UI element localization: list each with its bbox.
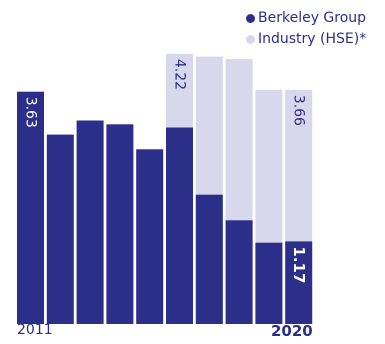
berkeley-bar-2018 <box>225 220 253 324</box>
legend-item-industry: Industry (HSE)* <box>246 29 366 50</box>
berkeley-value-label-2020: 1.17 <box>290 246 308 283</box>
berkeley-bar-2014 <box>106 124 134 324</box>
legend-item-berkeley: Berkeley Group <box>246 8 366 29</box>
berkeley-bar-2020 <box>285 241 313 324</box>
x-tick-last-year: 2020 <box>271 322 313 340</box>
legend-label-industry: Industry (HSE)* <box>258 31 367 47</box>
berkeley-value-label-2011: 3.63 <box>23 97 39 128</box>
berkeley-swatch <box>246 14 255 23</box>
berkeley-bar-2013 <box>76 120 104 324</box>
x-tick-first-year: 2011 <box>17 322 53 338</box>
berkeley-bar-2012 <box>46 134 74 324</box>
berkeley-bar-2011 <box>17 91 44 324</box>
industry-swatch <box>246 35 255 44</box>
industry-value-label-2020: 3.66 <box>291 95 307 126</box>
bar-value-labels: 3.63 1.17 4.22 3.66 <box>23 59 309 284</box>
berkeley-bars <box>17 91 313 324</box>
berkeley-bar-2016 <box>166 127 193 324</box>
industry-value-label-2016: 4.22 <box>172 59 188 90</box>
legend-label-berkeley: Berkeley Group <box>258 10 367 26</box>
berkeley-bar-2019 <box>255 242 283 324</box>
berkeley-bar-2015 <box>136 149 164 324</box>
berkeley-bar-2017 <box>195 194 223 324</box>
legend: Berkeley Group Industry (HSE)* <box>246 8 366 50</box>
